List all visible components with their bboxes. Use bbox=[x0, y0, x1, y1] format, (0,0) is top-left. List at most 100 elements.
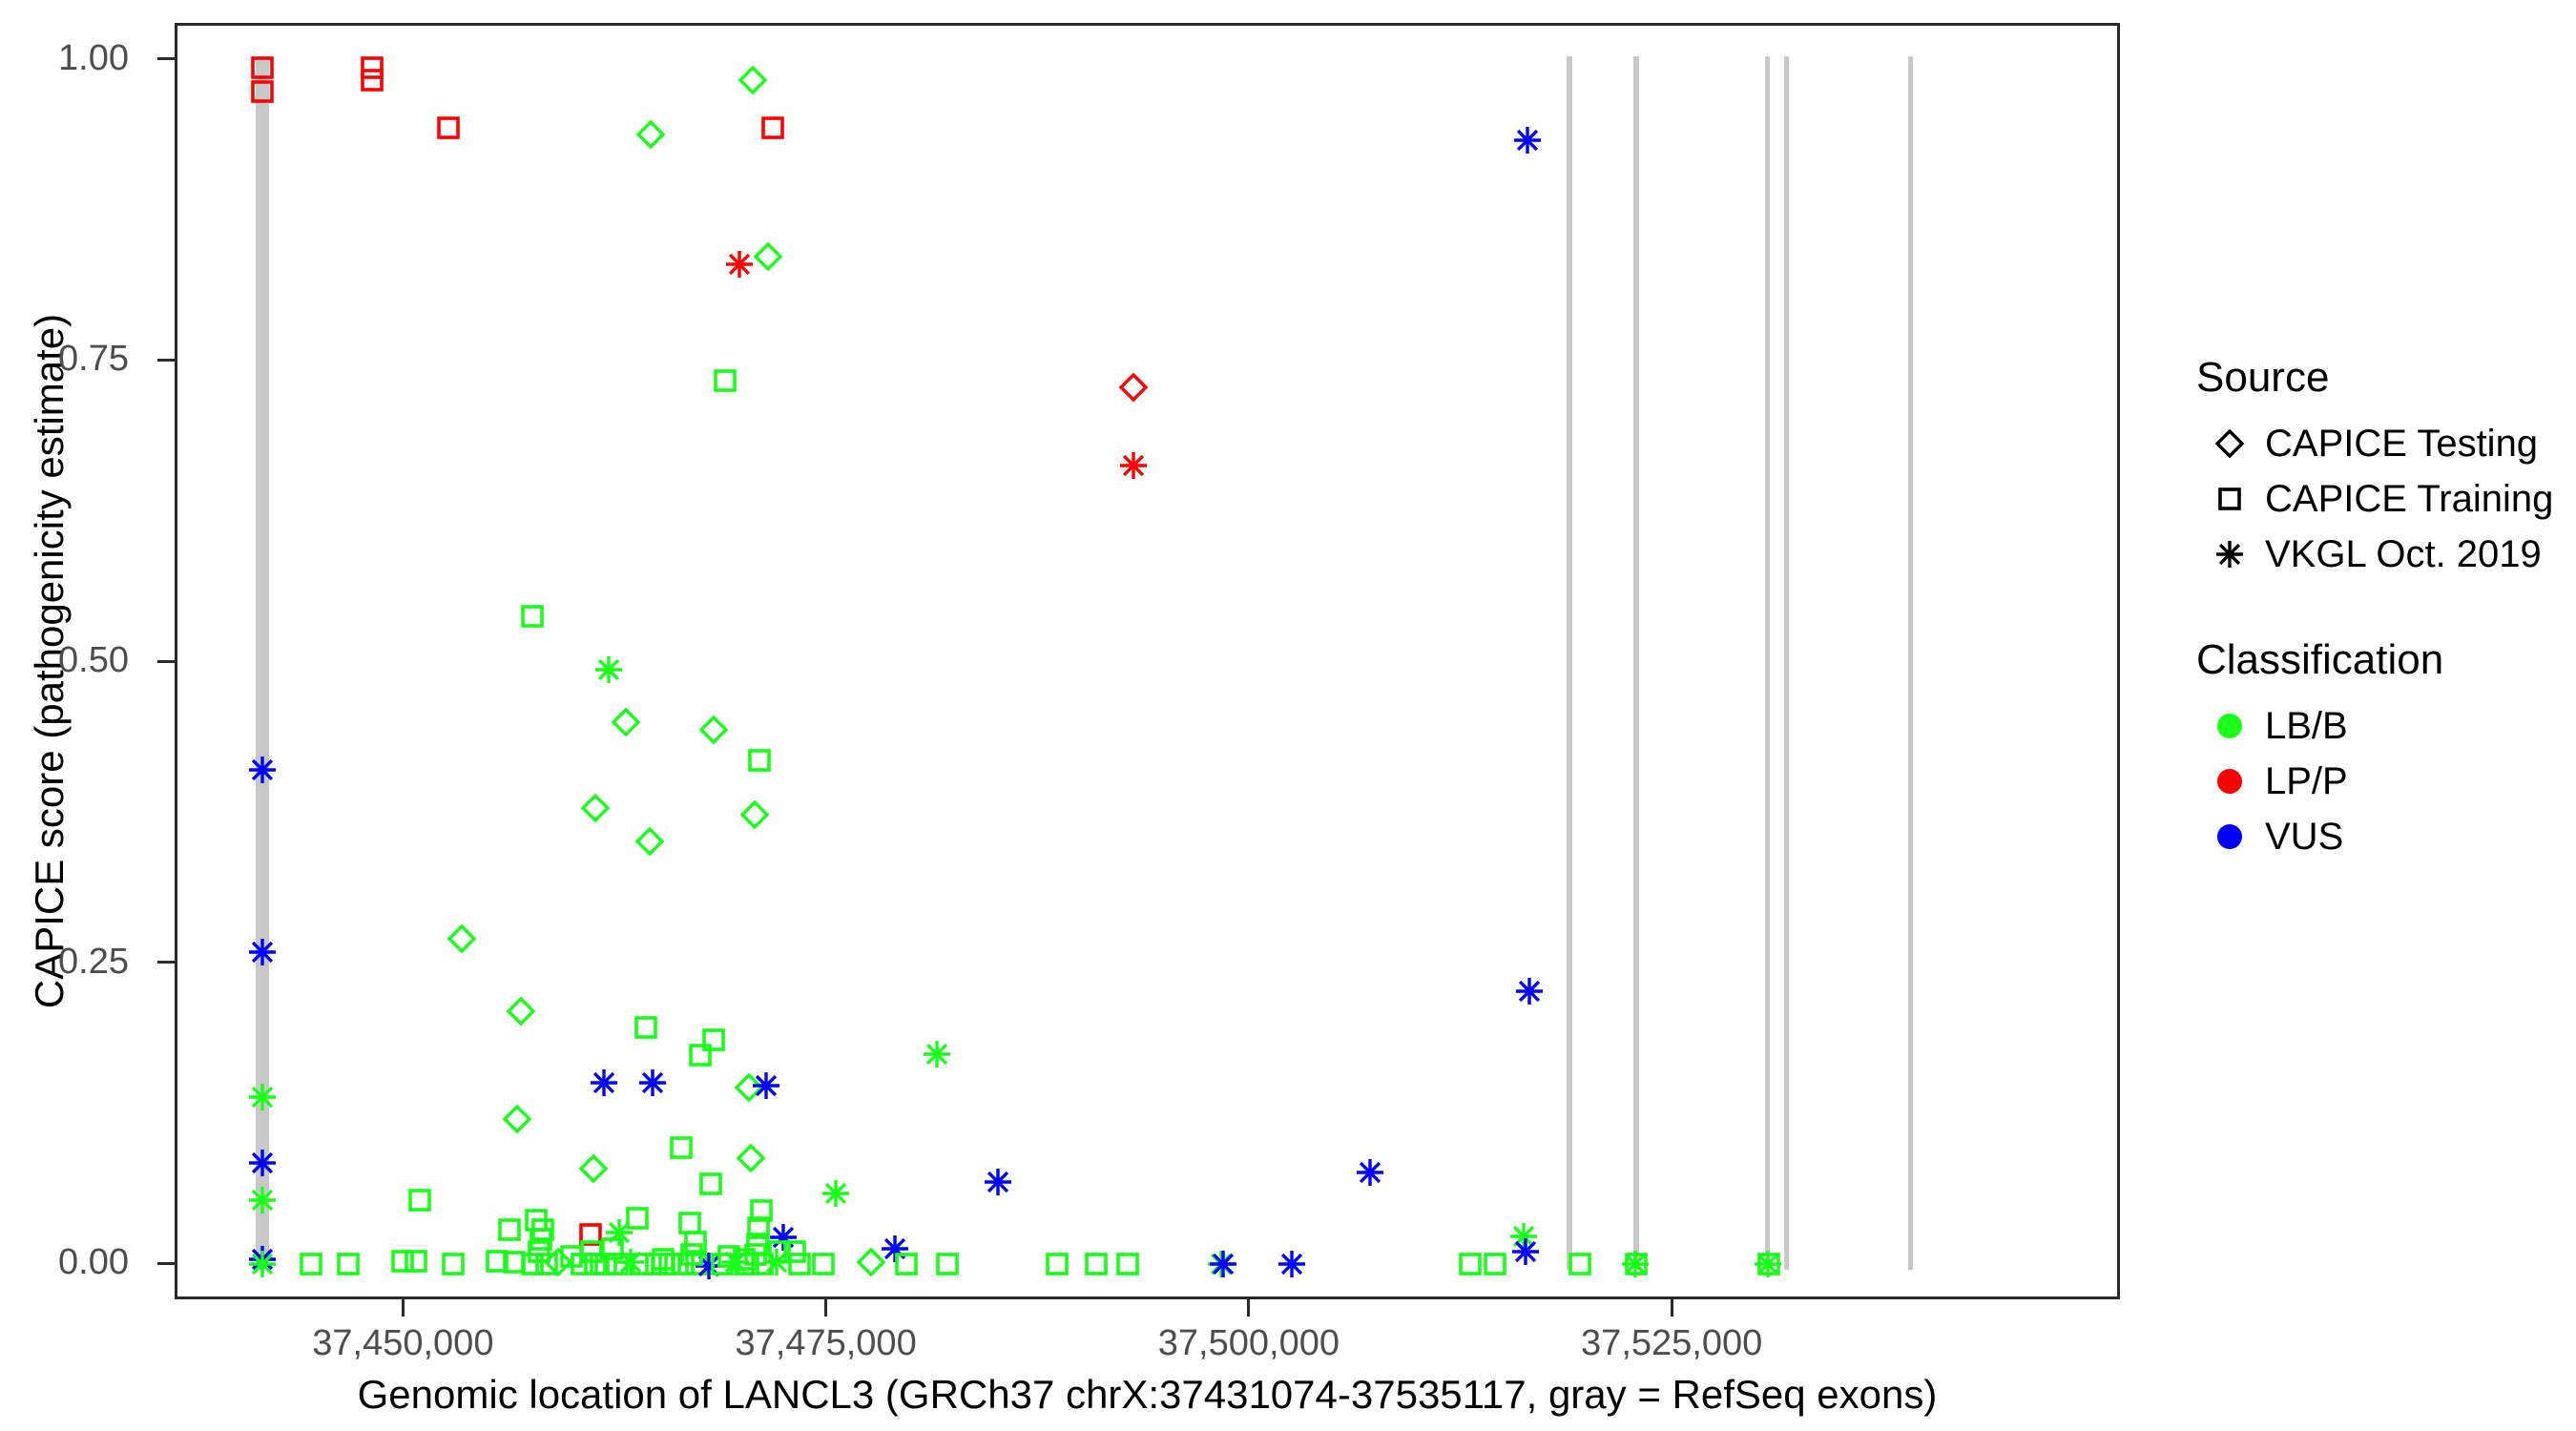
x-tick-mark bbox=[824, 1299, 828, 1317]
y-tick-mark bbox=[157, 1261, 175, 1265]
data-point bbox=[749, 1198, 774, 1223]
x-tick-mark bbox=[1247, 1299, 1251, 1317]
legend-title-classification: Classification bbox=[2196, 636, 2444, 683]
data-point bbox=[615, 1247, 646, 1277]
data-point bbox=[1118, 372, 1149, 403]
data-point bbox=[782, 1239, 807, 1264]
refseq-exon-band bbox=[255, 55, 269, 1271]
data-point bbox=[502, 1104, 532, 1134]
data-point bbox=[787, 1252, 812, 1276]
x-tick-mark bbox=[1670, 1299, 1673, 1317]
data-point bbox=[299, 1252, 323, 1276]
data-point bbox=[880, 1234, 910, 1264]
data-point bbox=[683, 1230, 708, 1255]
data-point bbox=[713, 368, 737, 393]
legend-item-classification-LB-B[interactable]: LB/B bbox=[2194, 698, 2557, 754]
data-point bbox=[520, 1252, 545, 1276]
x-tick-label: 37,525,000 bbox=[1581, 1323, 1763, 1363]
data-point bbox=[657, 1252, 682, 1276]
plot-panel bbox=[175, 23, 2120, 1299]
data-point bbox=[1508, 1221, 1539, 1252]
data-point bbox=[1483, 1252, 1507, 1276]
data-point bbox=[644, 1252, 669, 1276]
legend-item-classification-LP-P[interactable]: LP/P bbox=[2194, 754, 2557, 809]
data-point bbox=[360, 68, 384, 93]
x-tick-label: 37,450,000 bbox=[312, 1323, 494, 1363]
data-point bbox=[600, 1236, 625, 1261]
legend-key bbox=[2194, 769, 2265, 794]
legend-item-label: LB/B bbox=[2265, 705, 2348, 747]
data-point bbox=[485, 1249, 509, 1274]
square-icon bbox=[2194, 487, 2265, 511]
data-point bbox=[497, 1217, 522, 1242]
data-point bbox=[1458, 1252, 1483, 1276]
data-point bbox=[583, 1252, 608, 1276]
y-tick-label: 0.75 bbox=[58, 339, 129, 380]
data-point bbox=[768, 1222, 799, 1253]
data-point bbox=[720, 1247, 751, 1277]
data-point bbox=[684, 1252, 709, 1276]
data-point bbox=[671, 1252, 696, 1276]
legend: Source CAPICE Testing CAPICE Training VKGL… bbox=[2194, 353, 2557, 864]
data-point bbox=[570, 1252, 594, 1276]
data-point bbox=[336, 1252, 361, 1276]
data-point bbox=[694, 1251, 724, 1281]
data-point bbox=[922, 1039, 952, 1069]
data-point bbox=[1045, 1252, 1070, 1276]
circle-icon bbox=[2217, 824, 2242, 849]
legend-group-classification: LB/B LP/P VUS bbox=[2194, 698, 2557, 864]
data-point bbox=[750, 1252, 775, 1276]
legend-item-label: CAPICE Training bbox=[2265, 478, 2554, 520]
data-point bbox=[1118, 450, 1149, 481]
data-point bbox=[1084, 1252, 1109, 1276]
legend-item-source-diamond[interactable]: CAPICE Testing bbox=[2194, 416, 2557, 471]
legend-key bbox=[2194, 824, 2265, 849]
refseq-exon-band bbox=[1566, 55, 1572, 1271]
data-point bbox=[732, 1247, 757, 1272]
asterisk-icon bbox=[2194, 539, 2265, 570]
data-point bbox=[767, 1239, 792, 1264]
circle-icon bbox=[2217, 714, 2242, 738]
data-point bbox=[559, 1244, 584, 1269]
data-point bbox=[636, 119, 666, 149]
legend-item-source-square[interactable]: CAPICE Training bbox=[2194, 471, 2557, 527]
data-point bbox=[669, 1135, 694, 1160]
data-point bbox=[821, 1178, 851, 1209]
y-tick-label: 1.00 bbox=[58, 37, 129, 78]
data-point bbox=[360, 55, 384, 80]
data-point bbox=[637, 1068, 668, 1098]
data-point bbox=[580, 794, 611, 823]
refseq-exon-band bbox=[1764, 55, 1770, 1271]
refseq-exon-band bbox=[1784, 55, 1790, 1271]
data-point bbox=[751, 1070, 781, 1101]
data-point bbox=[698, 716, 729, 745]
data-point bbox=[529, 1227, 553, 1252]
data-point bbox=[605, 1252, 630, 1276]
data-point bbox=[1277, 1249, 1307, 1279]
legend-item-classification-VUS[interactable]: VUS bbox=[2194, 809, 2557, 864]
legend-item-source-asterisk[interactable]: VKGL Oct. 2019 bbox=[2194, 527, 2557, 582]
y-tick-mark bbox=[157, 961, 175, 964]
data-point bbox=[746, 1215, 771, 1240]
refseq-exon-band bbox=[1908, 55, 1914, 1271]
data-point bbox=[736, 1252, 760, 1276]
data-point bbox=[1514, 976, 1545, 1006]
data-point bbox=[717, 1244, 741, 1269]
legend-item-label: VUS bbox=[2265, 816, 2344, 858]
data-point bbox=[520, 604, 545, 629]
data-point bbox=[1512, 125, 1543, 156]
data-point bbox=[543, 1247, 573, 1277]
legend-group-source: CAPICE Testing CAPICE Training VKGL Oct. 2… bbox=[2194, 416, 2557, 582]
data-point bbox=[524, 1208, 549, 1233]
circle-icon bbox=[2217, 769, 2242, 794]
data-point bbox=[404, 1249, 428, 1274]
data-point bbox=[747, 748, 772, 773]
data-point bbox=[1355, 1157, 1385, 1188]
data-point bbox=[983, 1167, 1013, 1197]
data-point bbox=[407, 1188, 432, 1213]
data-point bbox=[631, 1252, 655, 1276]
data-point bbox=[734, 1072, 764, 1103]
y-tick-label: 0.00 bbox=[58, 1242, 129, 1283]
data-point bbox=[737, 65, 768, 95]
